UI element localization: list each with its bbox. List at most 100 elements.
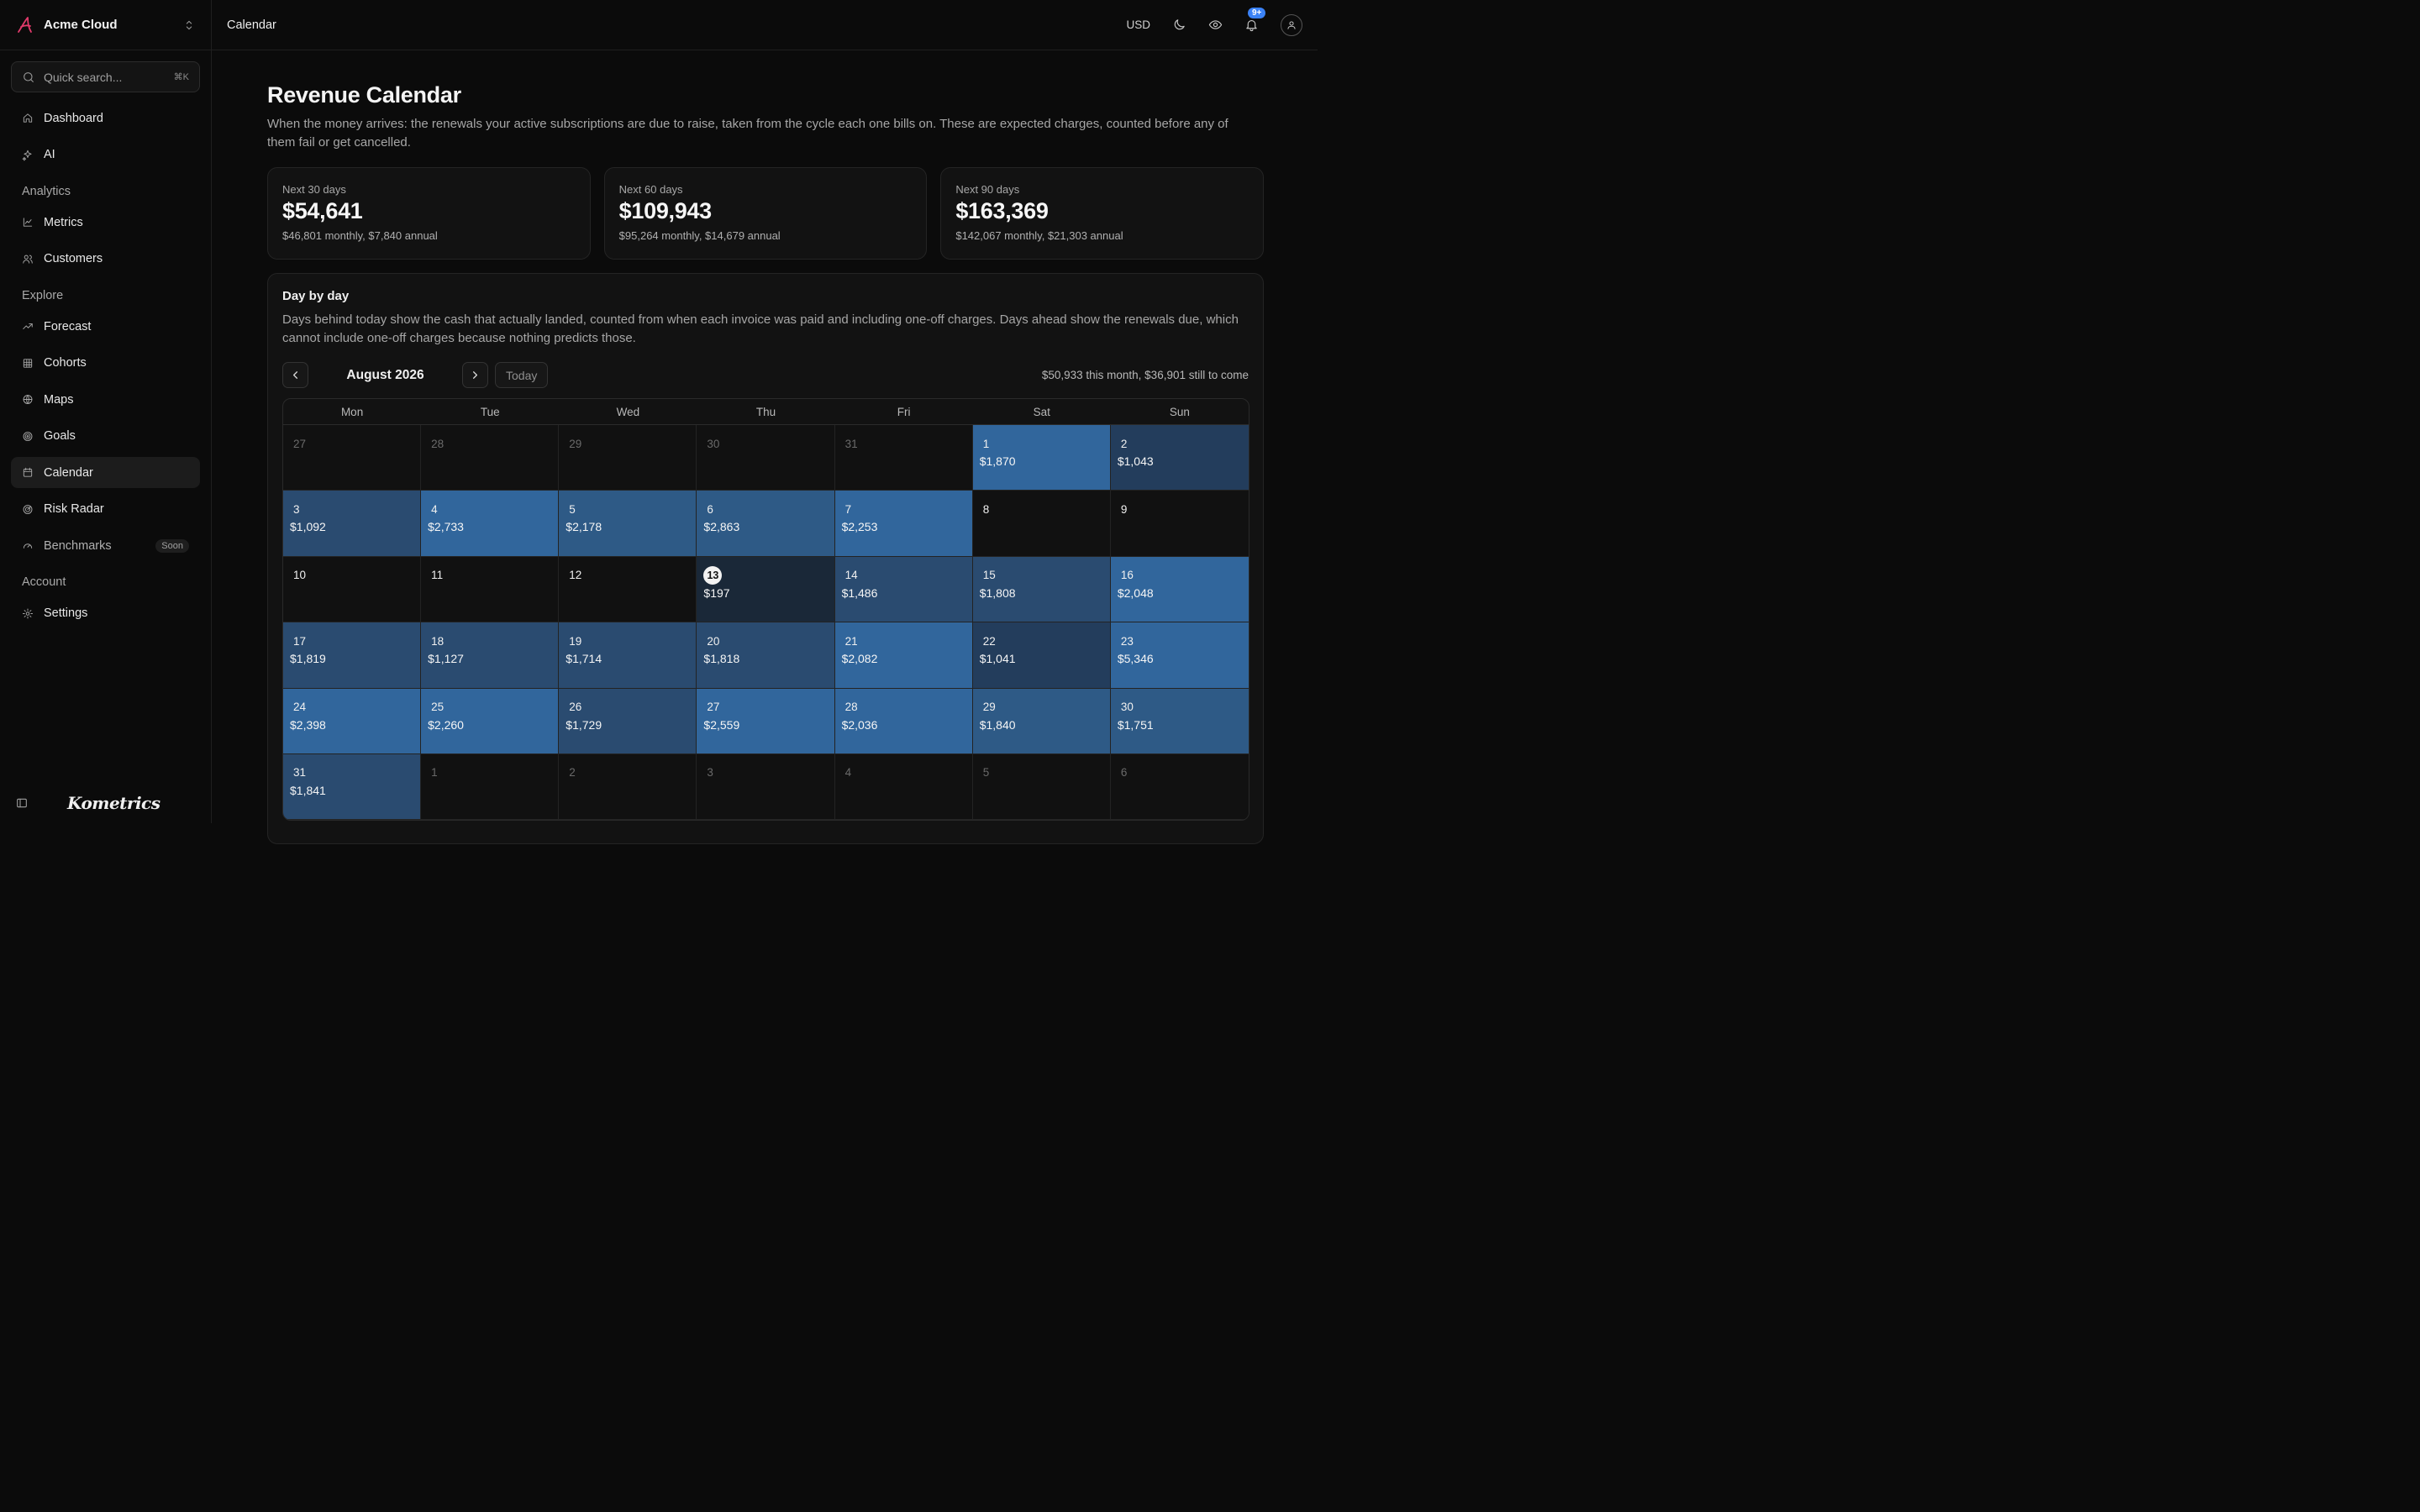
calendar-day[interactable]: 24 $2,398 [283, 688, 422, 754]
calendar-day[interactable]: 25 $2,260 [421, 688, 560, 754]
calendar-day[interactable]: 3 [697, 753, 835, 821]
calendar-day[interactable]: 21 $2,082 [834, 622, 973, 689]
day-number: 24 [293, 701, 307, 714]
day-number: 30 [1120, 701, 1134, 714]
sidebar-item-label: Calendar [44, 465, 93, 480]
calendar-day[interactable]: 9 [1110, 491, 1249, 557]
day-amount: $1,127 [428, 652, 464, 666]
stat-breakdown: $95,264 monthly, $14,679 annual [618, 229, 781, 242]
calendar-day[interactable]: 18 $1,127 [421, 622, 560, 689]
sidebar-item-dashboard[interactable]: Dashboard [11, 102, 200, 134]
day-number: 2 [1120, 437, 1128, 450]
today-button[interactable]: Today [495, 362, 549, 388]
day-number: 29 [569, 437, 582, 450]
stats-row: Next 30 days $54,641 $46,801 monthly, $7… [267, 167, 1265, 260]
calendar-day[interactable]: 6 [1110, 753, 1249, 821]
stat-card-60: Next 60 days $109,943 $95,264 monthly, $… [603, 167, 928, 260]
sidebar-item-label: Dashboard [44, 111, 103, 125]
soon-badge: Soon [155, 538, 189, 553]
calendar-day[interactable]: 13 $197 [697, 556, 835, 623]
calendar-day[interactable]: 28 [421, 425, 560, 491]
calendar-day[interactable]: 29 $1,840 [972, 688, 1111, 754]
workspace-switcher[interactable]: Acme Cloud [0, 0, 211, 50]
calendar-day[interactable]: 3 $1,092 [283, 491, 422, 557]
calendar-day[interactable]: 1 $1,870 [972, 425, 1111, 491]
calendar-day[interactable]: 30 [697, 425, 835, 491]
calendar-day[interactable]: 1 [421, 753, 560, 821]
sidebar-item-risk-radar[interactable]: Risk Radar [11, 494, 200, 525]
sparkles-icon [22, 149, 34, 161]
calendar-day[interactable]: 4 $2,733 [421, 491, 560, 557]
avatar[interactable] [1281, 13, 1302, 36]
sidebar-item-customers[interactable]: Customers [11, 244, 200, 275]
stat-value: $163,369 [955, 198, 1049, 223]
currency-selector[interactable]: USD [1126, 18, 1150, 31]
sidebar-item-cohorts[interactable]: Cohorts [11, 348, 200, 379]
day-number: 8 [982, 502, 990, 516]
calendar-day[interactable]: 14 $1,486 [834, 556, 973, 623]
sidebar-item-ai[interactable]: AI [11, 139, 200, 171]
sidebar-item-label: Maps [44, 392, 74, 407]
section-label-analytics: Analytics [22, 184, 71, 198]
calendar-day[interactable]: 20 $1,818 [697, 622, 835, 689]
workspace-name: Acme Cloud [44, 18, 118, 32]
calendar-day[interactable]: 30 $1,751 [1110, 688, 1249, 754]
moon-icon[interactable] [1172, 18, 1186, 32]
calendar-day[interactable]: 31 $1,841 [283, 753, 422, 821]
quick-search[interactable]: Quick search... ⌘K [11, 61, 200, 92]
calendar-day[interactable]: 5 $2,178 [559, 491, 697, 557]
calendar-day[interactable]: 11 [421, 556, 560, 623]
calendar-day[interactable]: 23 $5,346 [1110, 622, 1249, 689]
day-amount: $1,714 [566, 652, 602, 666]
calendar-day[interactable]: 2 $1,043 [1110, 425, 1249, 491]
day-amount: $1,818 [703, 652, 740, 666]
sidebar-item-label: Risk Radar [44, 502, 104, 516]
sidebar-item-goals[interactable]: Goals [11, 421, 200, 452]
bell-icon[interactable]: 9+ [1244, 8, 1266, 32]
calendar-day[interactable]: 29 [559, 425, 697, 491]
calendar-day[interactable]: 31 [834, 425, 973, 491]
day-number: 5 [569, 502, 576, 516]
calendar-day[interactable]: 2 [559, 753, 697, 821]
day-number: 11 [431, 569, 444, 582]
calendar-day[interactable]: 6 $2,863 [697, 491, 835, 557]
calendar-day[interactable]: 19 $1,714 [559, 622, 697, 689]
calendar-day[interactable]: 27 [283, 425, 422, 491]
eye-icon[interactable] [1208, 18, 1223, 32]
calendar-day[interactable]: 26 $1,729 [559, 688, 697, 754]
calendar-day[interactable]: 10 [283, 556, 422, 623]
sidebar-item-label: Customers [44, 252, 103, 265]
calendar-day[interactable]: 12 [559, 556, 697, 623]
day-number: 12 [569, 569, 582, 582]
sidebar-item-benchmarks[interactable]: Benchmarks Soon [11, 530, 200, 561]
sidebar-item-maps[interactable]: Maps [11, 384, 200, 415]
day-amount: $1,043 [1117, 454, 1154, 468]
day-number: 3 [293, 502, 300, 516]
sidebar-toggle-icon[interactable] [15, 796, 29, 810]
calendar-day[interactable]: 28 $2,036 [834, 688, 973, 754]
calendar-day[interactable]: 16 $2,048 [1110, 556, 1249, 623]
calendar-day[interactable]: 22 $1,041 [972, 622, 1111, 689]
previous-month-button[interactable] [282, 362, 308, 388]
day-number: 15 [982, 569, 996, 582]
sidebar-item-forecast[interactable]: Forecast [11, 311, 200, 342]
calendar-day[interactable]: 5 [972, 753, 1111, 821]
sidebar-item-settings[interactable]: Settings [11, 598, 200, 629]
stat-value: $54,641 [282, 198, 363, 223]
calendar-day[interactable]: 8 [972, 491, 1111, 557]
calendar-day[interactable]: 17 $1,819 [283, 622, 422, 689]
stat-breakdown: $46,801 monthly, $7,840 annual [282, 229, 438, 242]
day-amount: $1,870 [979, 454, 1016, 468]
sidebar-item-metrics[interactable]: Metrics [11, 207, 200, 238]
calendar-icon [22, 466, 34, 479]
sidebar-item-calendar[interactable]: Calendar [11, 457, 200, 488]
search-placeholder: Quick search... [44, 70, 123, 84]
day-amount: $2,863 [703, 520, 740, 534]
calendar-day[interactable]: 15 $1,808 [972, 556, 1111, 623]
sidebar-item-label: Goals [44, 429, 76, 443]
calendar-day[interactable]: 27 $2,559 [697, 688, 835, 754]
day-number: 27 [293, 437, 307, 450]
calendar-day[interactable]: 7 $2,253 [834, 491, 973, 557]
calendar-day[interactable]: 4 [834, 753, 973, 821]
next-month-button[interactable] [462, 362, 488, 388]
